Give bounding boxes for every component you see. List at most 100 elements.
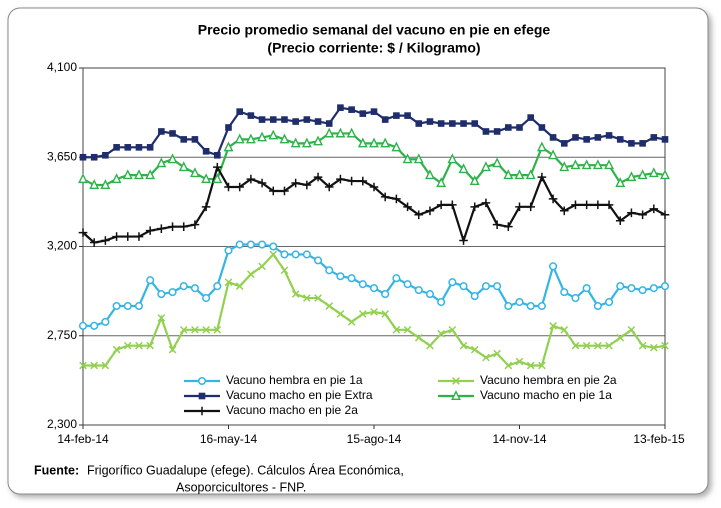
data-point: [90, 361, 99, 370]
data-point: [448, 200, 457, 210]
data-point: [404, 112, 411, 119]
data-point: [425, 206, 435, 216]
x-tick-label: 14-nov-14: [492, 432, 546, 446]
data-point: [246, 174, 256, 184]
legend-marker: [197, 376, 207, 386]
data-point: [470, 202, 480, 212]
data-point: [459, 282, 468, 291]
data-point: [325, 266, 334, 275]
data-point: [650, 134, 658, 141]
data-point: [325, 120, 333, 127]
data-point: [582, 284, 591, 293]
data-point: [660, 210, 670, 220]
data-point: [123, 301, 132, 311]
data-point: [235, 282, 244, 290]
data-point: [392, 194, 401, 204]
data-point: [572, 134, 579, 141]
data-point: [391, 141, 402, 152]
data-point: [213, 282, 222, 291]
data-point: [492, 157, 503, 168]
data-point: [100, 179, 111, 190]
data-point: [347, 318, 356, 326]
data-point: [122, 169, 133, 180]
data-point: [89, 179, 100, 190]
legend-marker: [451, 390, 461, 400]
data-point: [168, 345, 177, 354]
data-point: [257, 178, 267, 188]
y-tick-label: 2,750: [47, 328, 77, 342]
data-point: [348, 106, 355, 113]
data-point: [112, 345, 121, 354]
data-point: [269, 242, 278, 251]
data-point: [571, 341, 580, 350]
data-point: [134, 169, 144, 180]
data-point: [190, 220, 200, 229]
data-point: [202, 294, 211, 303]
data-point: [381, 290, 390, 299]
legend-marker: [197, 406, 207, 416]
data-point: [628, 140, 635, 147]
data-point: [393, 112, 400, 119]
data-point: [156, 157, 167, 168]
data-point: [548, 149, 559, 160]
data-point: [505, 124, 512, 131]
data-point: [504, 301, 513, 311]
y-tick-label: 4,100: [47, 60, 77, 74]
data-point: [604, 297, 614, 307]
data-point: [269, 116, 277, 123]
data-point: [280, 266, 289, 275]
data-point: [157, 290, 166, 299]
data-point: [493, 128, 501, 135]
data-point: [346, 127, 357, 138]
data-point: [538, 124, 546, 131]
data-point: [145, 169, 156, 180]
data-point: [78, 321, 88, 330]
y-tick-label: 2,300: [47, 417, 77, 431]
data-point: [291, 290, 300, 298]
legend-label: Vacuno hembra en pie 2a: [480, 373, 617, 387]
data-point: [582, 341, 591, 350]
data-point: [280, 250, 289, 259]
data-point: [414, 210, 424, 220]
data-point: [594, 341, 602, 350]
data-point: [414, 333, 423, 342]
x-tick-label: 16-may-14: [200, 432, 258, 446]
data-point: [146, 144, 154, 151]
data-point: [134, 301, 144, 311]
data-point: [224, 182, 233, 192]
data-point: [358, 176, 368, 186]
data-point: [324, 127, 335, 138]
data-point: [493, 349, 501, 358]
data-point: [347, 274, 356, 283]
data-point: [559, 161, 570, 172]
data-point: [214, 151, 221, 159]
chart-title: Precio promedio semanal del vacuno en pi…: [198, 22, 551, 38]
data-point: [425, 169, 435, 180]
data-point: [616, 136, 624, 143]
data-point: [516, 124, 523, 131]
data-point: [168, 222, 177, 231]
data-point: [549, 262, 558, 271]
y-tick-label: 3,650: [47, 149, 77, 163]
data-point: [469, 175, 480, 186]
data-point: [426, 118, 434, 125]
data-point: [369, 137, 379, 148]
data-point: [168, 288, 177, 297]
data-point: [592, 159, 603, 170]
data-point: [268, 129, 279, 140]
data-point: [247, 112, 255, 119]
data-point: [458, 163, 469, 174]
data-point: [358, 280, 367, 289]
data-point: [134, 232, 144, 241]
x-tick-label: 13-feb-15: [633, 432, 685, 446]
data-point: [89, 238, 99, 247]
data-point: [481, 198, 491, 208]
data-point: [189, 167, 200, 178]
data-point: [236, 108, 243, 115]
data-point: [313, 172, 323, 182]
data-point: [482, 128, 490, 135]
data-point: [347, 176, 356, 186]
data-point: [515, 297, 524, 307]
data-point: [380, 192, 390, 202]
